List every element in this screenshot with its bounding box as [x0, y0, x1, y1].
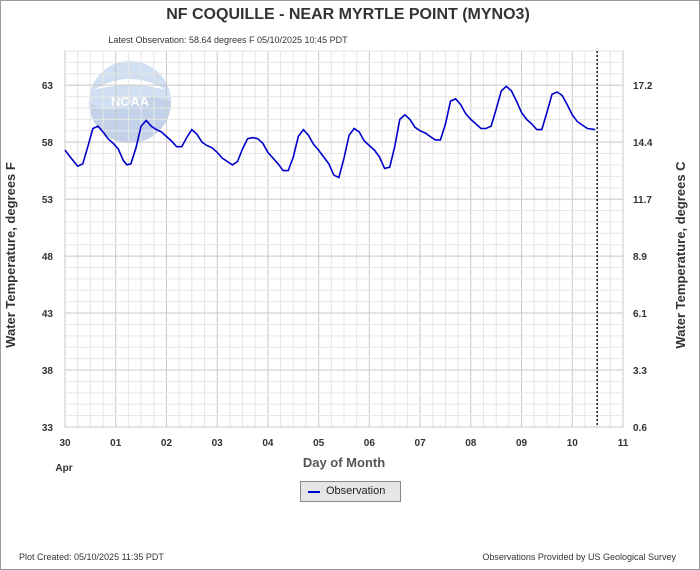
x-tick-label: 11	[618, 438, 629, 449]
y-axis-right-ticks: 0.6 3.3 6.1 8.9 11.7 14.4 17.2	[633, 81, 653, 434]
x-tick-label: 30	[59, 438, 71, 449]
x-tick-label: 01	[110, 438, 122, 449]
y-tick-label-right: 0.6	[633, 423, 647, 434]
x-tick-label: 08	[465, 438, 477, 449]
y-tick-label-left: 53	[42, 195, 54, 206]
x-axis-month-label: Apr	[55, 463, 72, 474]
x-tick-label: 03	[212, 438, 224, 449]
noaa-logo-text: NOAA	[111, 94, 150, 109]
y-tick-label-right: 3.3	[633, 366, 647, 377]
x-tick-label: 05	[313, 438, 325, 449]
y-tick-label-right: 11.7	[633, 195, 652, 206]
x-tick-label: 04	[262, 438, 274, 449]
y-axis-left-label: Water Temperature, degrees F	[3, 162, 18, 348]
y-tick-label-left: 63	[42, 81, 54, 92]
y-tick-label-right: 8.9	[633, 252, 647, 263]
x-tick-label: 09	[516, 438, 528, 449]
chart-subtitle: Latest Observation: 58.64 degrees F 05/1…	[108, 35, 348, 45]
grid	[64, 50, 624, 428]
y-tick-label-right: 14.4	[633, 138, 653, 149]
noaa-logo-icon: NOAA	[89, 61, 171, 143]
chart-title: NF COQUILLE - NEAR MYRTLE POINT (MYNO3)	[166, 6, 530, 23]
x-axis-ticks: 30 01 02 03 04 05 06 07 08 09 10 11	[59, 438, 628, 449]
x-tick-label: 07	[415, 438, 427, 449]
legend-swatch	[308, 491, 320, 493]
legend-label: Observation	[326, 485, 386, 497]
footer-data-provider: Observations Provided by US Geological S…	[482, 552, 676, 562]
observation-series-line	[64, 85, 596, 179]
y-tick-label-left: 33	[42, 423, 54, 434]
y-tick-label-left: 43	[42, 309, 54, 320]
x-axis-label: Day of Month	[303, 455, 385, 470]
y-tick-label-left: 48	[42, 252, 54, 263]
legend: Observation	[300, 481, 401, 502]
y-tick-label-right: 17.2	[633, 81, 653, 92]
x-tick-label: 10	[567, 438, 579, 449]
y-tick-label-left: 58	[42, 138, 54, 149]
y-tick-label-right: 6.1	[633, 309, 647, 320]
y-axis-right-label: Water Temperature, degrees C	[673, 161, 688, 349]
y-tick-label-left: 38	[42, 366, 54, 377]
x-tick-label: 06	[364, 438, 376, 449]
footer-plot-created: Plot Created: 05/10/2025 11:35 PDT	[19, 552, 164, 562]
y-axis-left-ticks: 33 38 43 48 53 58 63	[42, 81, 54, 434]
x-tick-label: 02	[161, 438, 173, 449]
